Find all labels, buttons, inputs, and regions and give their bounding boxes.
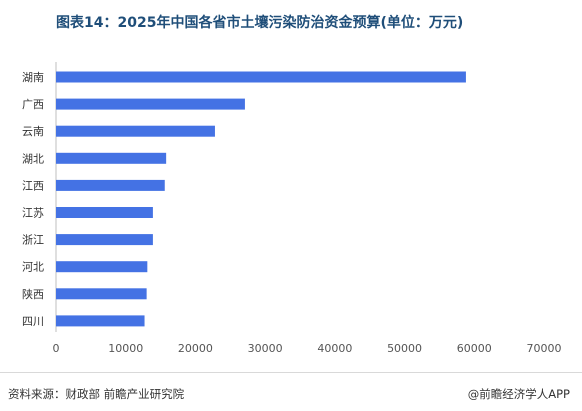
bars-layer xyxy=(56,71,466,327)
x-tick-label: 30000 xyxy=(248,342,283,355)
bar xyxy=(56,71,466,83)
bar xyxy=(56,179,165,191)
x-tick-label: 60000 xyxy=(457,342,492,355)
x-tick-label: 70000 xyxy=(527,342,562,355)
x-tick-label: 40000 xyxy=(317,342,352,355)
bar xyxy=(56,152,167,164)
x-tick-label: 50000 xyxy=(387,342,422,355)
x-tick-label: 0 xyxy=(53,342,60,355)
source-note: 资料来源：财政部 前瞻产业研究院 xyxy=(8,387,185,401)
bar xyxy=(56,234,153,246)
bar xyxy=(56,261,148,273)
chart-title: 图表14：2025年中国各省市土壤污染防治资金预算(单位：万元) xyxy=(56,15,464,31)
bar xyxy=(56,288,147,300)
category-label: 云南 xyxy=(22,125,44,138)
brand-credit: @前瞻经济学人APP xyxy=(467,387,570,401)
footer-divider xyxy=(0,372,582,373)
bar xyxy=(56,315,145,327)
category-label: 湖南 xyxy=(22,71,44,84)
category-label: 河北 xyxy=(22,261,44,274)
category-label: 浙江 xyxy=(22,234,44,247)
bar xyxy=(56,207,153,218)
category-label: 广西 xyxy=(22,98,44,111)
category-label: 陕西 xyxy=(22,287,44,301)
category-label: 江苏 xyxy=(22,207,44,220)
x-tick-label: 10000 xyxy=(108,342,143,355)
category-label: 江西 xyxy=(22,179,44,192)
x-tick-label: 20000 xyxy=(178,342,213,355)
bar xyxy=(56,125,215,137)
category-label: 湖北 xyxy=(22,152,44,165)
category-label: 四川 xyxy=(22,315,44,328)
bar xyxy=(56,98,245,110)
